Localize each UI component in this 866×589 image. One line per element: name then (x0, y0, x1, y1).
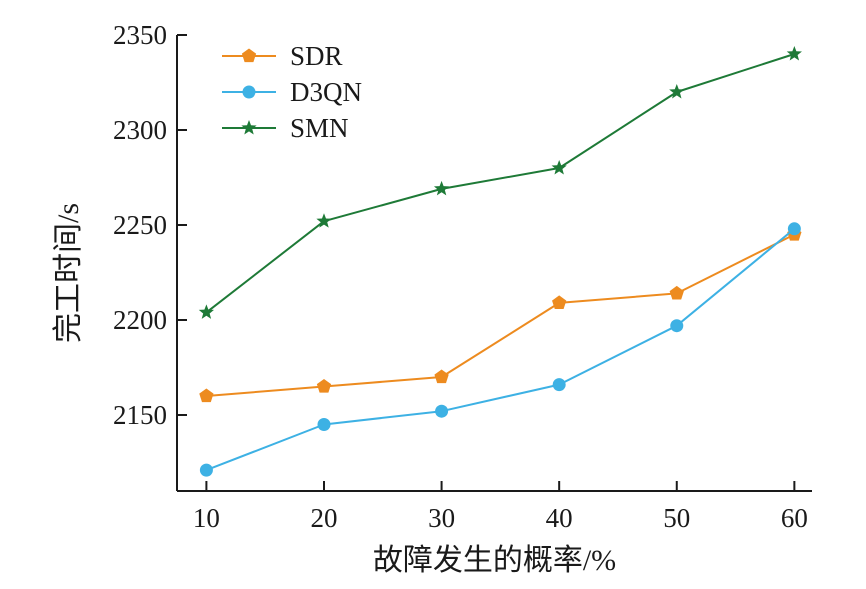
series-smn (198, 46, 802, 319)
x-tick-label: 20 (310, 503, 337, 533)
x-tick-label: 40 (546, 503, 573, 533)
data-point-d3qn (787, 222, 801, 236)
x-tick-label: 50 (663, 503, 690, 533)
y-tick-label: 2200 (113, 305, 167, 335)
data-point-smn (786, 46, 802, 61)
legend-marker-sdr (241, 48, 257, 63)
y-axis-label: 完工时间/s (52, 203, 85, 343)
data-point-sdr (669, 285, 684, 300)
series-layer (198, 46, 802, 477)
data-point-sdr (199, 388, 214, 403)
x-tick-label: 30 (428, 503, 455, 533)
series-line-d3qn (206, 228, 795, 472)
data-point-sdr (316, 379, 332, 393)
legend-label-d3qn: D3QN (290, 77, 362, 107)
legend-item-smn: SMN (222, 113, 349, 143)
y-tick-label: 2300 (113, 115, 167, 145)
legend-item-sdr: SDR (222, 41, 343, 71)
x-tick-label: 60 (781, 503, 808, 533)
data-point-sdr (552, 295, 567, 309)
series-d3qn (199, 222, 801, 477)
data-point-d3qn (199, 463, 213, 477)
data-point-d3qn (317, 418, 331, 431)
data-point-sdr (434, 369, 449, 384)
data-point-d3qn (435, 404, 449, 418)
legend-item-d3qn: D3QN (222, 77, 362, 107)
data-point-smn (316, 213, 332, 228)
y-tick-label: 2250 (113, 210, 167, 240)
data-point-smn (433, 180, 450, 196)
series-line-sdr (206, 233, 795, 397)
legend-marker-d3qn (242, 85, 256, 99)
data-point-smn (551, 160, 567, 175)
y-tick-label: 2150 (113, 400, 167, 430)
legend-marker-smn (241, 120, 257, 135)
data-point-smn (669, 84, 685, 99)
data-point-d3qn (552, 378, 566, 392)
axes: 2150 2200 2250 2300 2350 10 20 30 40 50 60 (113, 20, 812, 533)
series-line-smn (205, 53, 795, 314)
series-sdr (199, 227, 802, 403)
legend-label-sdr: SDR (290, 41, 343, 71)
legend: SDR D3QN SMN (222, 41, 362, 143)
data-point-smn (198, 304, 215, 319)
x-axis-label: 故障发生的概率/% (373, 544, 616, 577)
data-point-d3qn (670, 319, 684, 333)
legend-label-smn: SMN (290, 113, 349, 143)
x-tick-label: 10 (193, 503, 220, 533)
y-tick-label: 2350 (113, 20, 167, 50)
